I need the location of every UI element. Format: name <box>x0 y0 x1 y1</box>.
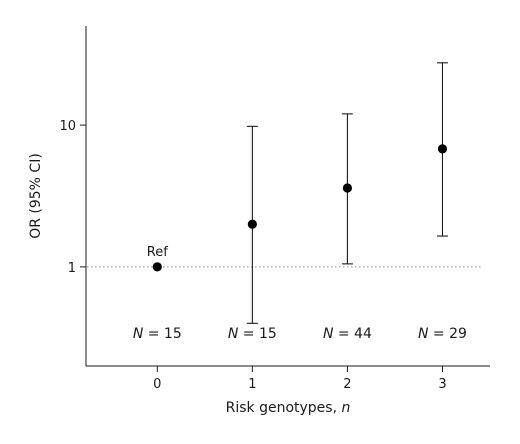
x-tick-label: 2 <box>343 377 351 392</box>
x-tick-label: 0 <box>153 377 161 392</box>
y-tick-label: 1 <box>68 261 76 276</box>
sample-size-symbol: N <box>323 326 334 342</box>
x-axis-title-text: Risk genotypes, <box>226 400 342 416</box>
sample-size-symbol: N <box>228 326 239 342</box>
sample-size-label: N = 15 <box>228 326 277 342</box>
sample-size-label: N = 29 <box>418 326 467 342</box>
data-point <box>342 183 353 193</box>
x-axis-title-variable: n <box>342 400 351 416</box>
reference-annotation: Ref <box>147 245 168 260</box>
data-point <box>437 144 448 154</box>
axes: 0 1 2 3 1 10 Risk genotypes, n OR (95% CI) <box>28 26 490 416</box>
y-tick-label: 10 <box>59 119 76 134</box>
x-axis-title: Risk genotypes, n <box>226 400 351 416</box>
data-points <box>152 144 448 272</box>
data-point <box>247 219 257 229</box>
sample-size-value: = 15 <box>143 326 181 342</box>
y-axis-title: OR (95% CI) <box>28 153 44 239</box>
sample-size-label: N = 15 <box>133 326 182 342</box>
x-tick-label: 3 <box>438 377 446 392</box>
sample-size-value: = 15 <box>238 326 276 342</box>
x-tick-label: 1 <box>248 377 256 392</box>
sample-size-symbol: N <box>418 326 429 342</box>
sample-size-label: N = 44 <box>323 326 372 342</box>
sample-size-value: = 44 <box>333 326 372 342</box>
error-bars <box>246 62 448 324</box>
data-point <box>152 262 162 272</box>
sample-size-value: = 29 <box>428 326 466 342</box>
sample-size-symbol: N <box>133 326 144 342</box>
